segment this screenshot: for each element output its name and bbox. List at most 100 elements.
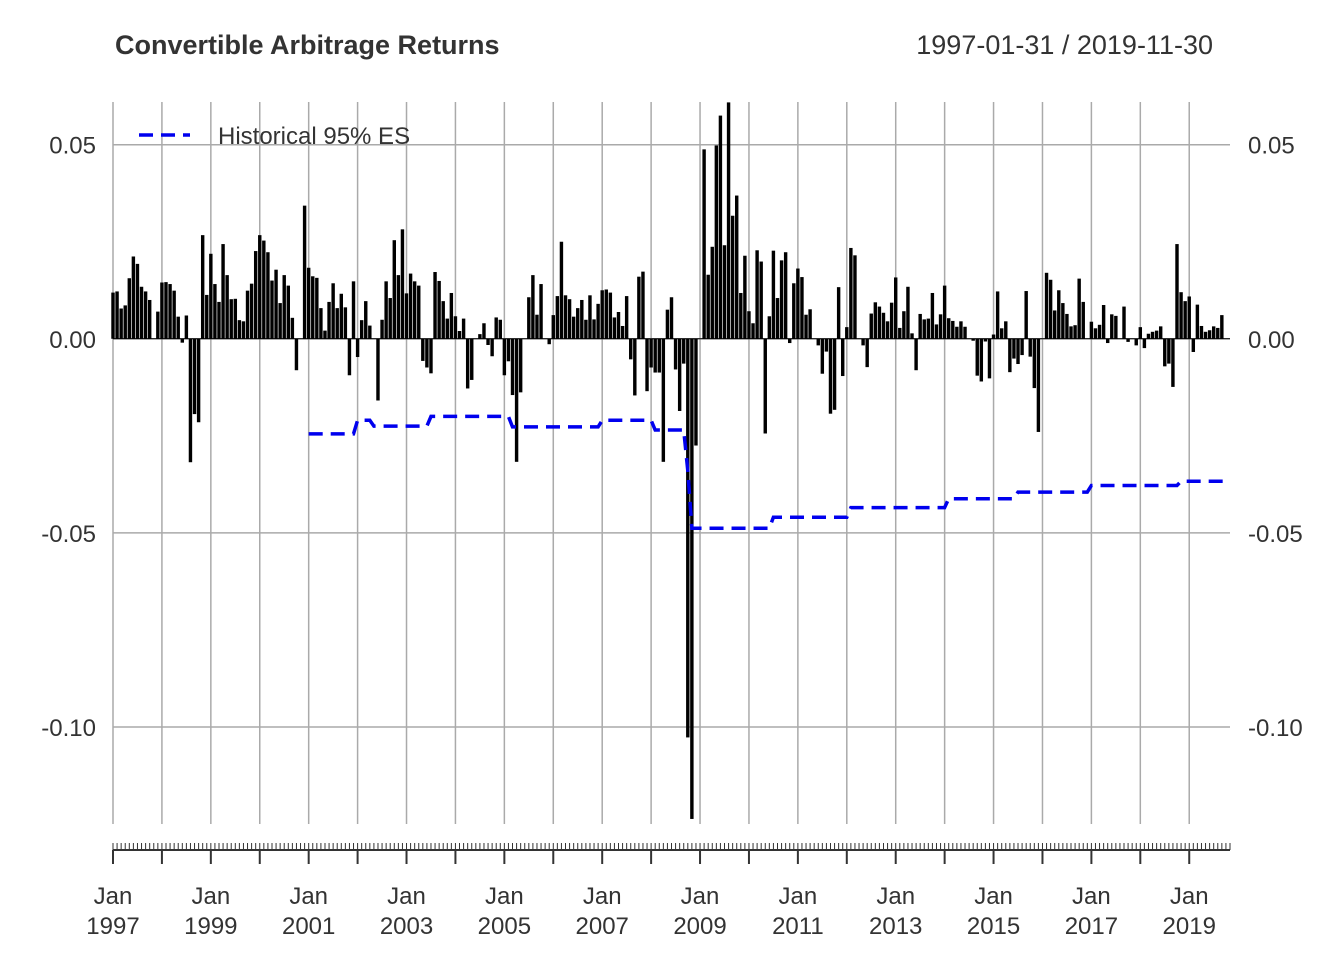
return-bar: [412, 281, 417, 339]
return-bar: [592, 319, 596, 339]
return-bar: [906, 286, 910, 339]
return-bar: [710, 246, 714, 339]
return-bar: [135, 263, 140, 339]
return-bar: [111, 292, 115, 339]
return-bar: [1150, 331, 1155, 339]
return-bar: [209, 253, 213, 339]
y-tick-label-right: -0.05: [1248, 521, 1303, 548]
return-bar: [421, 338, 425, 361]
return-bar: [563, 295, 568, 339]
return-bar: [225, 275, 229, 339]
return-bar: [1000, 328, 1004, 339]
return-bar: [384, 281, 388, 339]
x-tick-label-year: 2013: [869, 913, 922, 940]
x-axis: Jan 1997 Jan 1999 Jan 2001 Jan 2003 Jan 2005 Jan 20…: [86, 843, 1231, 940]
return-bar: [1220, 315, 1224, 339]
return-bar: [975, 338, 979, 376]
return-bar: [755, 250, 759, 339]
return-bar: [1101, 305, 1106, 339]
return-bar: [832, 338, 837, 410]
return-bar: [494, 317, 498, 339]
return-bar: [686, 338, 690, 738]
return-bar: [816, 338, 820, 346]
return-bar: [531, 275, 535, 339]
return-bar: [739, 292, 743, 339]
return-bar: [319, 308, 323, 339]
return-bar: [445, 318, 449, 339]
return-bar: [1142, 338, 1147, 349]
return-bar: [1216, 327, 1220, 339]
return-bar: [1203, 331, 1208, 339]
return-bar: [294, 338, 299, 371]
return-bar: [616, 312, 621, 339]
return-bar: [368, 325, 372, 339]
x-tick-label-month: Jan: [94, 883, 133, 910]
return-bar: [404, 293, 409, 339]
return-bar: [690, 338, 694, 819]
x-tick-label-month: Jan: [779, 883, 818, 910]
return-bar: [518, 338, 523, 393]
return-bar: [853, 255, 857, 339]
return-bar: [282, 275, 286, 339]
x-tick-label-year: 2017: [1065, 913, 1118, 940]
return-bar: [417, 285, 421, 339]
y-tick-label-left: 0.00: [49, 327, 96, 354]
return-bar: [959, 321, 963, 339]
return-bar: [1122, 306, 1126, 339]
return-bar: [196, 338, 201, 423]
return-bar: [364, 301, 368, 339]
return-bar: [730, 215, 735, 339]
return-bar: [824, 338, 829, 352]
y-tick-label-right: -0.10: [1248, 715, 1303, 742]
date-range-label: 1997-01-31 / 2019-11-30: [916, 30, 1213, 60]
x-tick-label-month: Jan: [191, 883, 230, 910]
return-bar: [274, 269, 278, 339]
return-bar: [156, 311, 160, 339]
return-bar: [461, 318, 466, 339]
return-bar: [143, 291, 148, 339]
return-bar: [266, 252, 270, 339]
return-bar: [673, 338, 678, 370]
return-bar: [800, 277, 804, 339]
x-tick-label-year: 1997: [86, 913, 139, 940]
return-bar: [641, 271, 645, 339]
return-bar: [1199, 325, 1204, 339]
y-tick-label-right: 0.00: [1248, 327, 1295, 354]
return-bar: [991, 334, 996, 339]
return-bar: [836, 287, 841, 339]
return-bar: [1171, 338, 1175, 387]
return-bar: [131, 256, 136, 339]
x-tick-label-year: 2003: [380, 913, 433, 940]
return-bar: [938, 314, 943, 339]
return-bar: [1069, 326, 1073, 339]
y-tick-label-left: -0.05: [41, 521, 96, 548]
es-line-path: [308, 414, 1230, 530]
return-bar: [1211, 326, 1216, 339]
return-bar: [779, 260, 784, 339]
return-bar: [849, 247, 853, 339]
return-bar: [233, 298, 238, 339]
y-axis: 0.05 0.05 0.00 0.00 -0.05 -0.05 -0.10 -0.10: [41, 133, 1302, 742]
return-bar: [514, 338, 519, 462]
return-bar: [127, 278, 132, 339]
return-bar: [482, 323, 486, 339]
return-bar: [547, 338, 551, 345]
return-bar: [376, 338, 380, 401]
return-bar: [1207, 330, 1212, 339]
return-bar: [539, 284, 543, 339]
return-bar: [955, 326, 959, 339]
return-bar: [759, 261, 763, 339]
return-bar: [290, 317, 295, 339]
x-tick-label-month: Jan: [681, 883, 720, 910]
return-bar: [987, 338, 992, 379]
return-bar: [828, 338, 833, 414]
return-bar: [490, 338, 494, 357]
return-bar: [1167, 338, 1171, 364]
return-bar: [1044, 272, 1049, 339]
return-bar: [229, 299, 233, 339]
return-bar: [115, 291, 119, 339]
return-bar: [669, 297, 674, 339]
return-bar: [478, 334, 482, 339]
return-bar: [910, 333, 914, 339]
return-bar: [221, 244, 225, 339]
